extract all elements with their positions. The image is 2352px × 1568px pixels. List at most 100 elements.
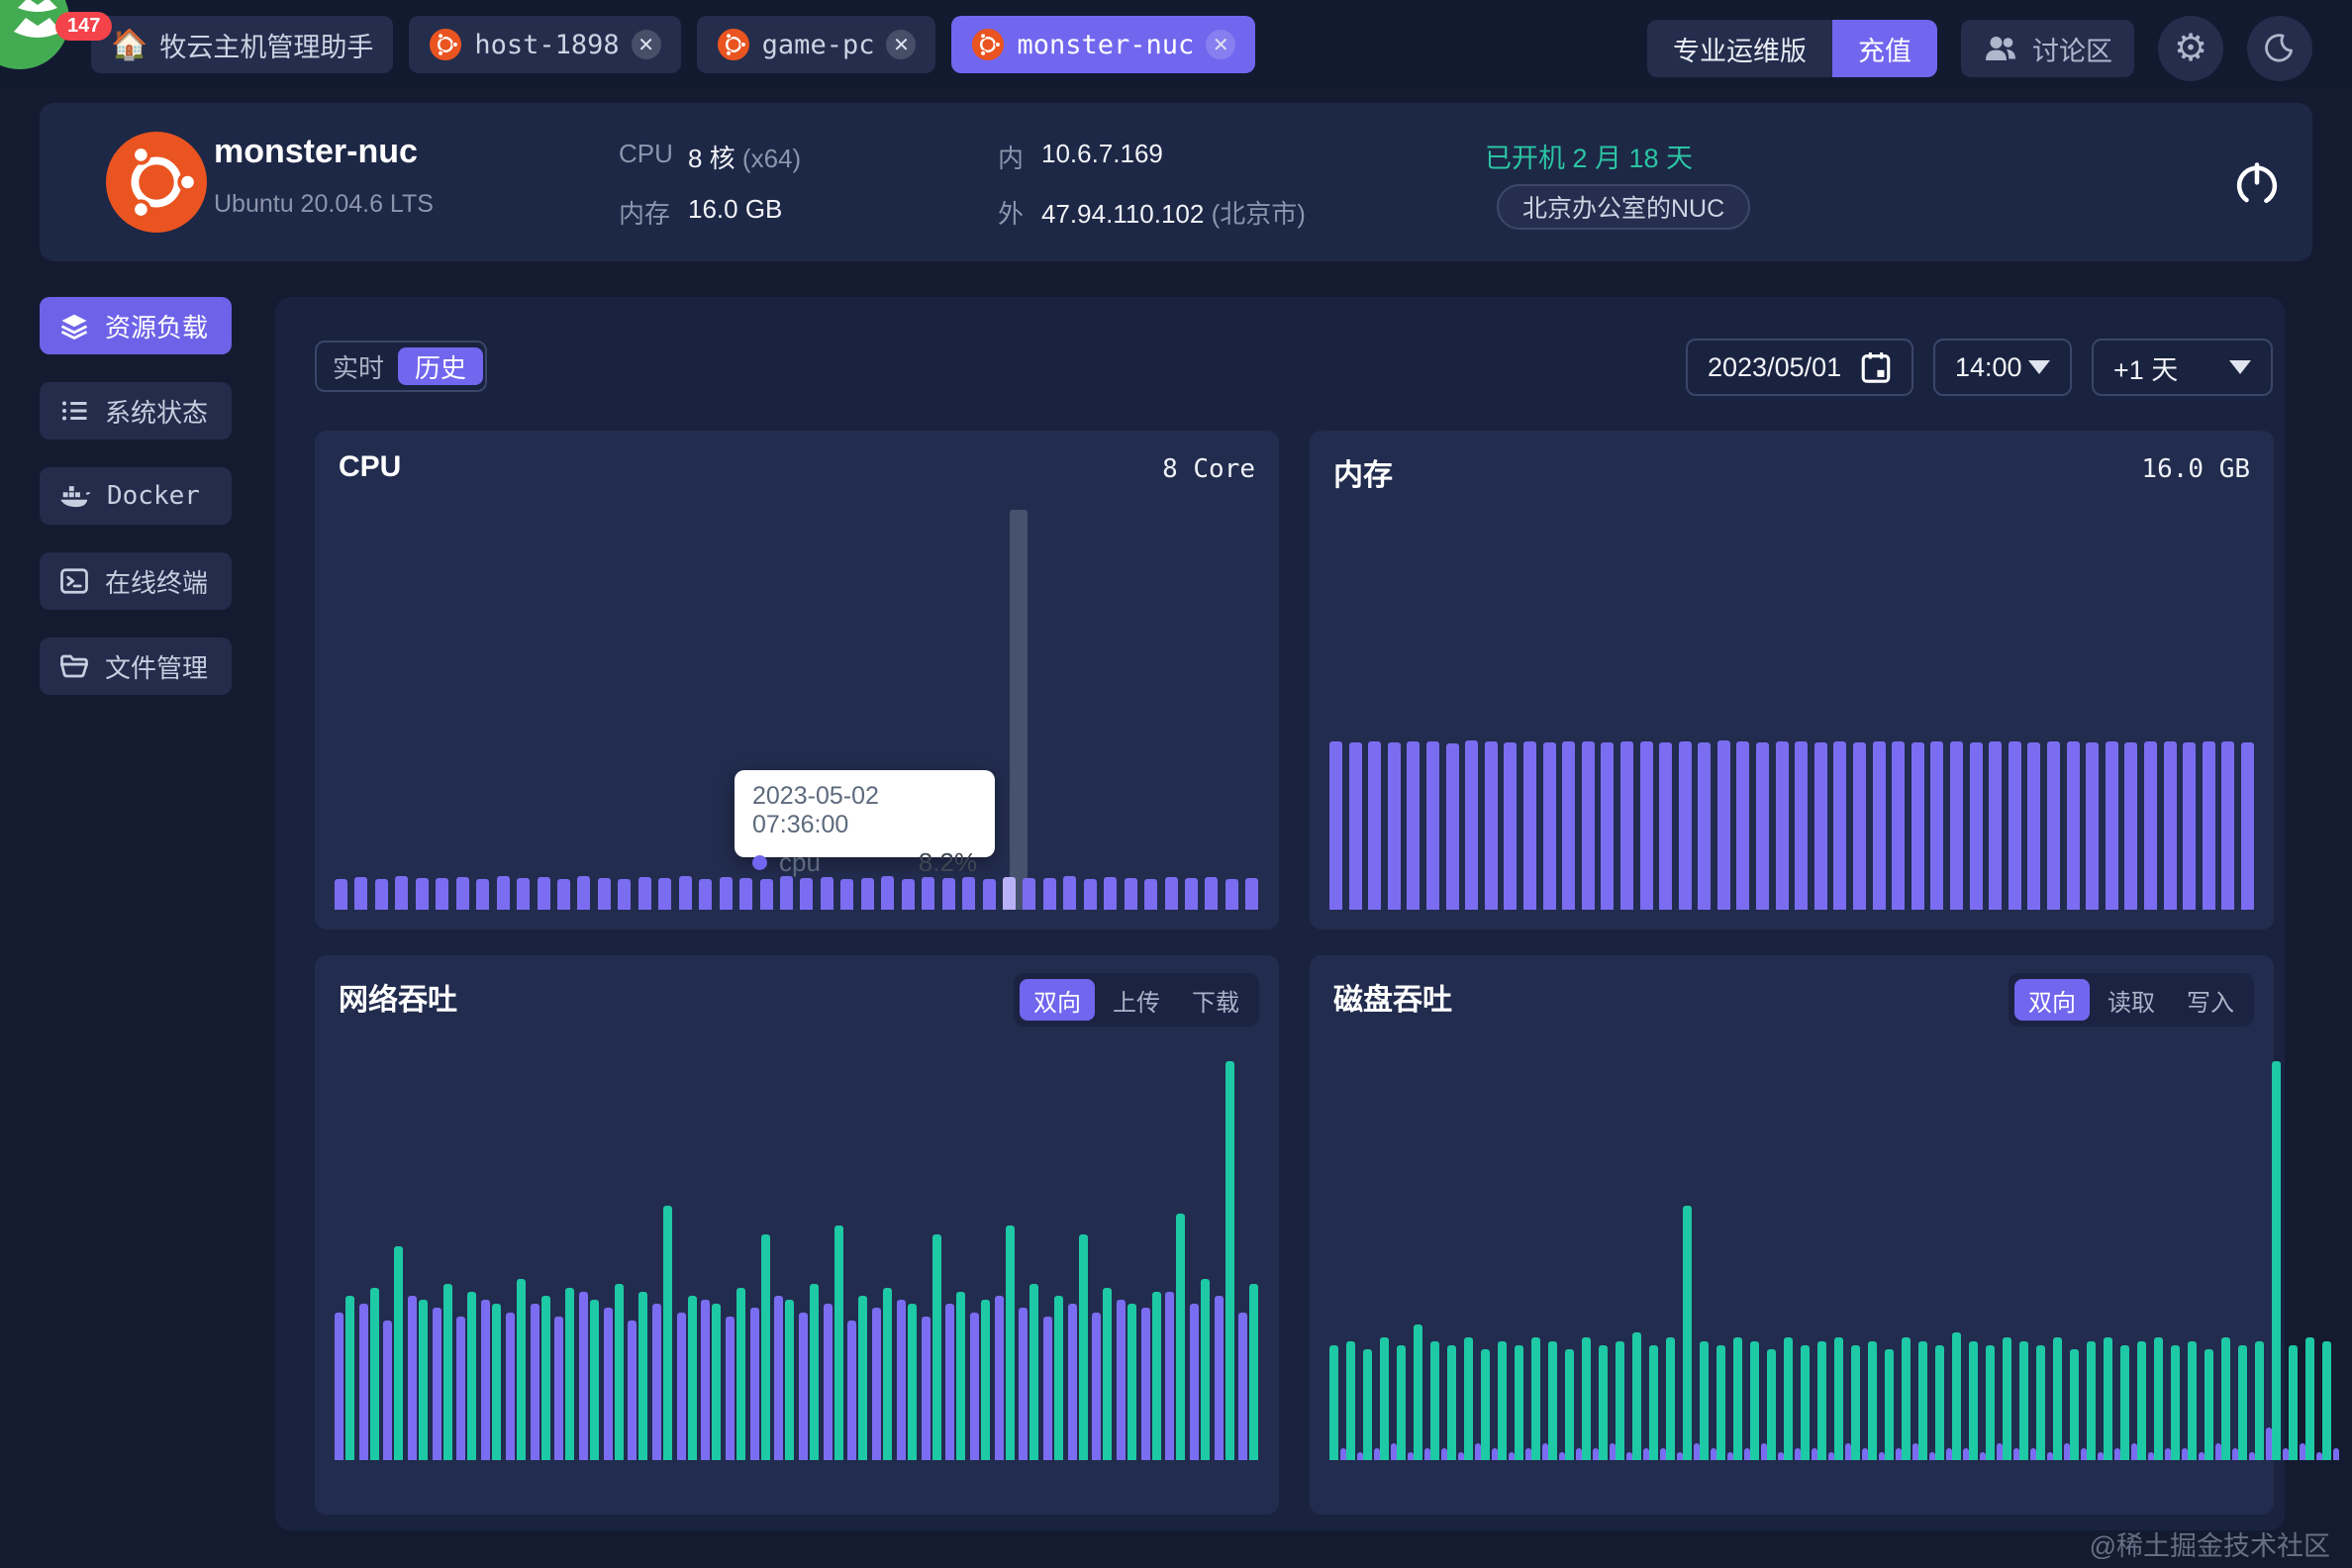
host-note-badge[interactable]: 北京办公室的NUC	[1497, 184, 1751, 230]
disk-bar-写入	[1761, 1443, 1767, 1460]
network-bar-下载	[858, 1296, 868, 1460]
cpu-chart-card: CPU 8 Core 2023-05-02 07:36:00 cpu 8.2%	[315, 431, 1279, 930]
network-bar-下载	[419, 1300, 429, 1460]
network-bar-下载	[931, 1233, 941, 1460]
network-bar-下载	[833, 1225, 843, 1460]
close-icon[interactable]: ✕	[631, 30, 661, 59]
network-bar-pair	[456, 1049, 477, 1460]
disk-bar-写入	[1408, 1451, 1414, 1460]
disk-bar-读取	[1834, 1336, 1843, 1460]
disk-bar-写入	[2182, 1447, 2188, 1460]
date-value: 2023/05/01	[1708, 351, 1842, 382]
date-picker[interactable]: 2023/05/01	[1686, 339, 1913, 396]
host-tab-monster-nuc[interactable]: monster-nuc ✕	[951, 16, 1256, 73]
terminal-icon	[59, 566, 89, 596]
host-tab-game-pc[interactable]: game-pc ✕	[696, 16, 936, 73]
mode-toggle[interactable]: 实时 历史	[315, 341, 487, 392]
time-select[interactable]: 14:00	[1933, 339, 2072, 396]
ubuntu-logo-large	[106, 132, 207, 233]
network-bar-下载	[589, 1300, 599, 1460]
disk-bar-pair	[2053, 1049, 2070, 1460]
forum-button[interactable]: 讨论区	[1961, 20, 2134, 77]
network-bar-上传	[628, 1320, 637, 1460]
host-name: monster-nuc	[214, 133, 418, 170]
host-tab-牧云主机管理助手[interactable]: 🏠 牧云主机管理助手	[91, 16, 394, 73]
network-chart[interactable]	[335, 1049, 1259, 1460]
close-icon[interactable]: ✕	[1206, 30, 1236, 59]
sidebar-item-文件管理[interactable]: 文件管理	[40, 637, 232, 695]
watermark: @稀土掘金技术社区	[2089, 1531, 2330, 1561]
disk-bar-读取	[1683, 1205, 1692, 1460]
network-bar-上传	[383, 1320, 393, 1460]
sidebar-item-Docker[interactable]: Docker	[40, 467, 232, 525]
disk-bar-读取	[1817, 1340, 1826, 1460]
network-bar-上传	[1140, 1308, 1150, 1460]
close-icon[interactable]: ✕	[886, 30, 917, 59]
theme-toggle-button[interactable]	[2247, 16, 2312, 81]
memory-bar	[2046, 740, 2060, 910]
cpu-chart[interactable]	[335, 510, 1259, 910]
disk-bar-写入	[1391, 1443, 1397, 1460]
settings-button[interactable]: ⚙	[2158, 16, 2223, 81]
disk-bar-写入	[2232, 1447, 2238, 1460]
cpu-bar	[941, 878, 955, 910]
home-icon: 🏠	[111, 28, 148, 61]
pro-edition-label[interactable]: 专业运维版	[1647, 20, 1832, 77]
span-select[interactable]: +1 天	[2092, 339, 2273, 396]
network-bar-上传	[847, 1320, 857, 1460]
disk-bar-pair	[1801, 1049, 1817, 1460]
disk-bar-pair	[1935, 1049, 1952, 1460]
disk-chart[interactable]	[1329, 1049, 2339, 1460]
disk-tab-写入[interactable]: 写入	[2187, 989, 2234, 1017]
network-bar-上传	[432, 1308, 441, 1460]
cpu-bar	[335, 878, 347, 910]
disk-bar-读取	[2171, 1344, 2180, 1460]
wan-label: 外	[998, 199, 1025, 229]
memory-chart[interactable]	[1329, 510, 2254, 910]
cpu-bar	[1063, 876, 1077, 910]
recharge-button[interactable]: 充值	[1832, 20, 1937, 77]
memory-bar	[1659, 742, 1673, 910]
network-bar-pair	[408, 1049, 429, 1460]
disk-bar-读取	[1329, 1344, 1338, 1460]
cpu-bar	[860, 877, 874, 910]
sidebar-item-在线终端[interactable]: 在线终端	[40, 552, 232, 610]
topbar-actions: 专业运维版 充值 讨论区 ⚙	[1647, 16, 2312, 81]
disk-bar-读取	[1599, 1344, 1608, 1460]
network-bar-pair	[1019, 1049, 1039, 1460]
host-tab-host-1898[interactable]: host-1898 ✕	[409, 16, 681, 73]
network-bar-上传	[481, 1300, 491, 1460]
disk-bar-写入	[2098, 1451, 2104, 1460]
memory-bar	[1329, 741, 1342, 910]
network-bar-下载	[810, 1283, 820, 1460]
disk-bar-写入	[1374, 1447, 1380, 1460]
disk-bar-读取	[1632, 1332, 1641, 1460]
disk-bar-写入	[2316, 1451, 2322, 1460]
sidebar-item-系统状态[interactable]: 系统状态	[40, 382, 232, 440]
disk-bar-pair	[1700, 1049, 1716, 1460]
network-bar-pair	[1140, 1049, 1161, 1460]
cpu-bar	[820, 876, 833, 910]
network-bar-下载	[492, 1304, 502, 1460]
disk-tab-读取[interactable]: 读取	[2107, 989, 2155, 1017]
network-tab-双向[interactable]: 双向	[1020, 979, 1095, 1021]
mode-history-option[interactable]: 历史	[398, 347, 483, 385]
memory-bar	[1892, 740, 1906, 910]
network-bar-pair	[799, 1049, 820, 1460]
disk-bar-读取	[1548, 1340, 1557, 1460]
power-button[interactable]	[2227, 154, 2287, 214]
lan-ip: 10.6.7.169	[1041, 139, 1163, 168]
network-tab-上传[interactable]: 上传	[1113, 989, 1160, 1017]
disk-tab-双向[interactable]: 双向	[2014, 979, 2090, 1021]
network-tab-下载[interactable]: 下载	[1192, 989, 1239, 1017]
disk-bar-pair	[1531, 1049, 1548, 1460]
disk-bar-pair	[1784, 1049, 1801, 1460]
memory-bar	[1619, 740, 1633, 910]
disk-bar-pair	[1868, 1049, 1885, 1460]
disk-bar-写入	[2030, 1447, 2036, 1460]
memory-chart-card: 内存 16.0 GB	[1310, 431, 2274, 930]
network-bar-pair	[896, 1049, 917, 1460]
sidebar-item-资源负载[interactable]: 资源负载	[40, 297, 232, 354]
mode-realtime-option[interactable]: 实时	[332, 352, 384, 383]
cpu-bar	[1245, 877, 1259, 910]
